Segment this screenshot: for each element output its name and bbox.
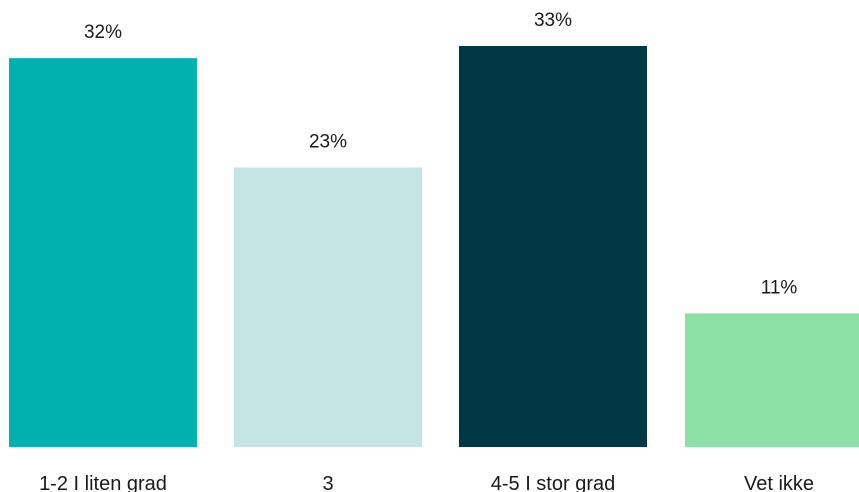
category-label-2: 4-5 I stor grad	[491, 473, 616, 492]
value-label-3: 11%	[761, 277, 798, 298]
bar-0	[9, 58, 197, 447]
bars-group	[9, 46, 859, 448]
value-label-2: 33%	[534, 10, 572, 31]
category-labels-group: 1-2 I liten grad 3 4-5 I stor grad Vet ikke	[39, 473, 814, 492]
value-label-0: 32%	[84, 22, 122, 43]
category-label-3: Vet ikke	[744, 473, 814, 492]
bar-3	[685, 313, 859, 447]
value-labels-group: 32% 23% 33% 11%	[84, 10, 797, 298]
bar-1	[234, 167, 422, 448]
category-label-0: 1-2 I liten grad	[39, 473, 167, 492]
value-label-1: 23%	[309, 132, 347, 153]
category-label-1: 3	[322, 473, 333, 492]
bar-2	[459, 46, 647, 447]
